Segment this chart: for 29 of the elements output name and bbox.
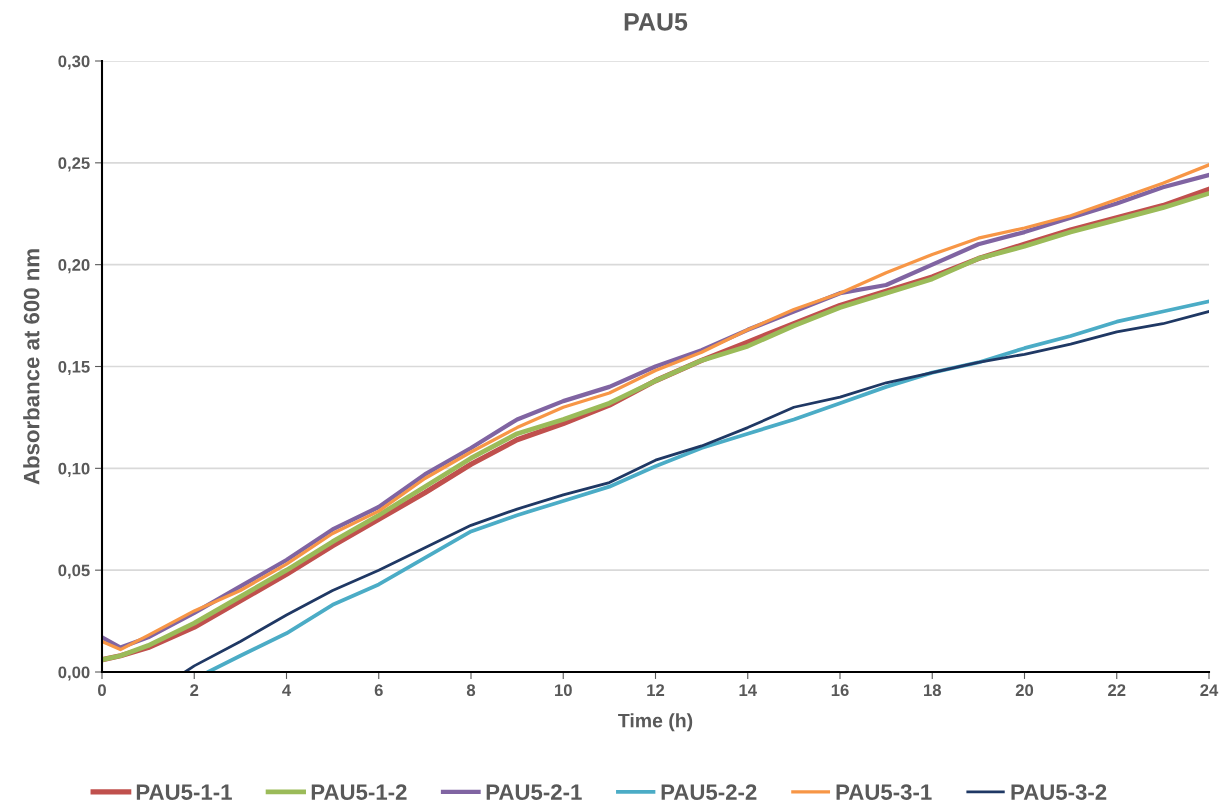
- x-tick-label: 2: [190, 684, 199, 696]
- y-tick-label: 0,15: [58, 360, 90, 376]
- y-tick-label: 0,00: [58, 666, 90, 681]
- legend-label: PAU5-2-2: [661, 784, 757, 800]
- x-tick-label: 10: [555, 684, 572, 697]
- x-tick-label: 20: [1015, 684, 1034, 697]
- chart-title: PAU5: [624, 13, 688, 31]
- y-tick-label: 0,25: [58, 157, 90, 172]
- x-tick-label: 18: [924, 684, 942, 697]
- x-tick-label: 4: [282, 684, 292, 696]
- x-tick-label: 0: [98, 684, 106, 697]
- y-tick-label: 0,05: [58, 564, 90, 579]
- x-tick-label: 8: [466, 684, 476, 697]
- legend-label: PAU5-3-2: [1011, 784, 1107, 800]
- legend-label: PAU5-2-1: [486, 784, 582, 800]
- x-axis-title: Time (h): [618, 713, 693, 732]
- legend-label: PAU5-3-1: [836, 784, 932, 800]
- x-tick-label: 24: [1200, 684, 1219, 696]
- legend-label: PAU5-1-1: [136, 784, 232, 800]
- y-tick-label: 0,20: [58, 259, 90, 274]
- x-tick-label: 12: [647, 684, 665, 696]
- x-tick-label: 14: [739, 684, 757, 696]
- legend-label: PAU5-1-2: [311, 784, 407, 800]
- x-tick-label: 6: [374, 684, 383, 697]
- y-tick-label: 0,30: [58, 55, 90, 70]
- y-axis-title: Absorbance at 600 nm: [23, 249, 40, 485]
- x-tick-label: 22: [1108, 684, 1126, 696]
- x-tick-label: 16: [831, 684, 849, 697]
- y-tick-label: 0,10: [58, 462, 90, 477]
